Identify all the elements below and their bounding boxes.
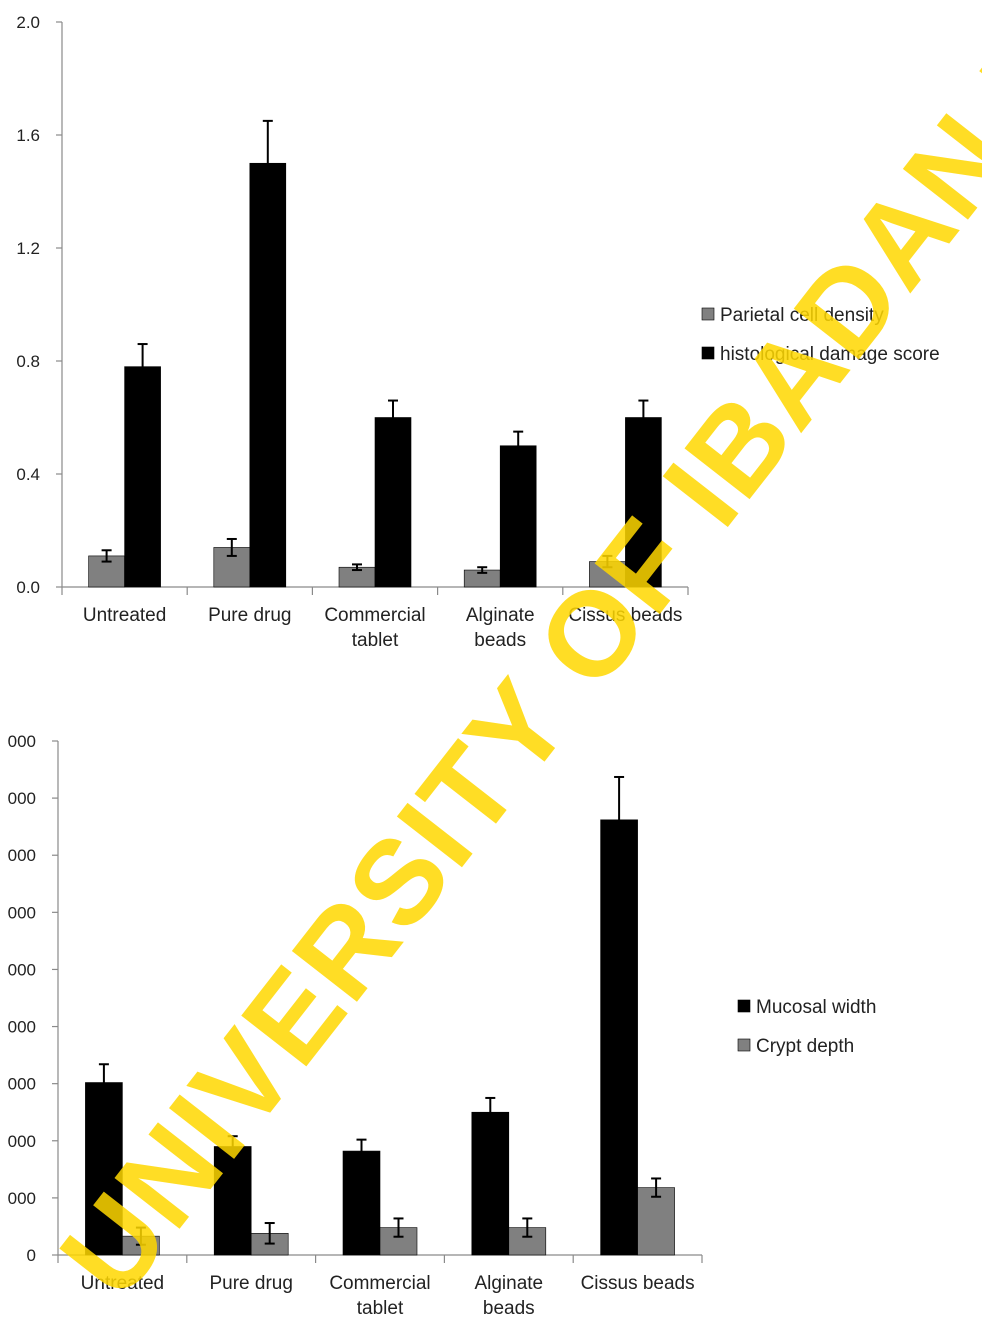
x-category-label: Commercial — [324, 605, 425, 626]
legend-swatch — [737, 1038, 751, 1052]
y-tick-label: 0.0 — [16, 578, 40, 597]
y-tick-label: 2.0 — [16, 13, 40, 32]
legend-label: Crypt depth — [756, 1036, 854, 1057]
y-tick-label: 1.6 — [16, 126, 40, 145]
y-tick-label: 0.8 — [16, 352, 40, 371]
legend-swatch — [701, 307, 715, 321]
y-tick-label: 1.2 — [16, 239, 40, 258]
x-category-label: beads — [483, 1298, 535, 1317]
legend-label: Parietal cell density — [720, 305, 884, 326]
x-category-label: beads — [474, 630, 526, 651]
bar — [342, 1150, 381, 1256]
y-tick-label: 000 — [8, 732, 36, 751]
y-tick-label: 000 — [8, 960, 36, 979]
y-tick-label: 0.4 — [16, 465, 40, 484]
y-tick-label: 000 — [8, 1132, 36, 1151]
legend-label: histological damage score — [720, 344, 940, 365]
chart-parietal-histological: 0.0 0.4 0.8 1.2 1.6 2.0 Untreated Pure drug Comm… — [16, 13, 939, 651]
y-tick-label: 0 — [27, 1246, 36, 1265]
bar — [471, 1111, 510, 1256]
bar — [637, 1187, 675, 1256]
y-tick-label: 000 — [8, 1018, 36, 1037]
legend-swatch — [701, 346, 715, 360]
x-category-label: Untreated — [81, 1273, 164, 1294]
x-category-label: Pure drug — [209, 1273, 292, 1294]
y-tick-label: 000 — [8, 1075, 36, 1094]
y-tick-label: 000 — [8, 789, 36, 808]
bar — [124, 366, 161, 588]
x-category-label: tablet — [357, 1298, 404, 1317]
bar — [625, 417, 662, 588]
bar — [499, 445, 537, 588]
y-tick-label: 000 — [8, 846, 36, 865]
x-category-label: Commercial — [329, 1273, 430, 1294]
x-category-label: Untreated — [83, 605, 166, 626]
bar — [85, 1082, 123, 1256]
bar — [249, 162, 287, 588]
legend-label: Mucosal width — [756, 997, 876, 1018]
x-category-label: Cissus beads — [568, 605, 682, 626]
legend-swatch — [737, 999, 751, 1013]
bar — [213, 1146, 252, 1256]
x-category-label: Alginate — [466, 605, 535, 626]
x-category-label: Alginate — [474, 1273, 543, 1294]
x-category-label: Cissus beads — [581, 1273, 695, 1294]
bar — [374, 417, 412, 588]
y-tick-label: 000 — [8, 903, 36, 922]
bar — [600, 819, 638, 1256]
x-category-label: Pure drug — [208, 605, 291, 626]
y-tick-label: 000 — [8, 1189, 36, 1208]
x-category-label: tablet — [352, 630, 399, 651]
